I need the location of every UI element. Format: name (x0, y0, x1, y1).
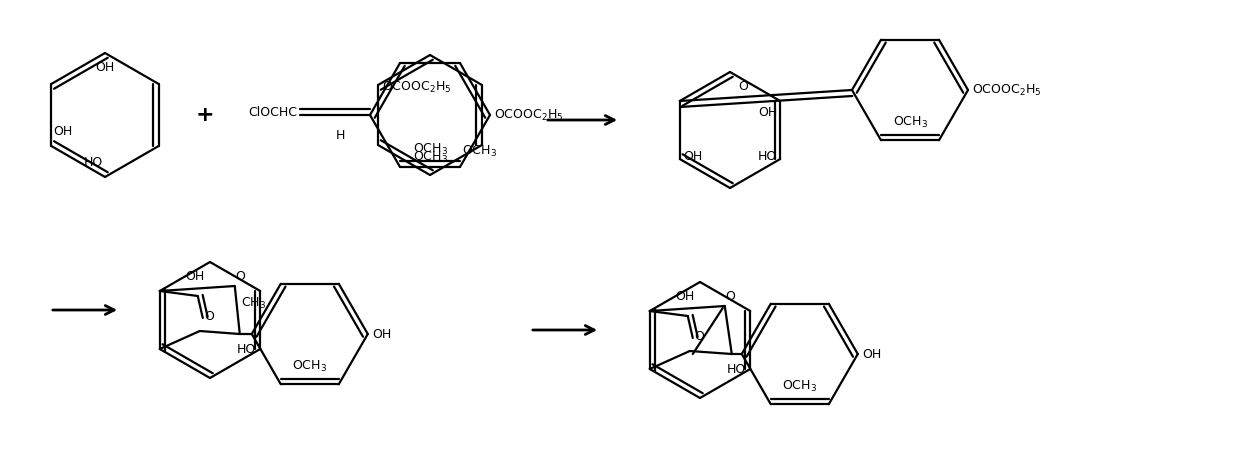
Text: O: O (236, 270, 244, 283)
Text: OCH$_3$: OCH$_3$ (293, 359, 327, 374)
Text: OH: OH (676, 290, 694, 303)
Text: +: + (196, 105, 215, 125)
Text: O: O (738, 80, 748, 93)
Text: HO: HO (758, 150, 777, 162)
Text: OCH$_3$: OCH$_3$ (782, 379, 817, 394)
Text: OH: OH (53, 125, 73, 138)
Text: O: O (725, 290, 735, 303)
Text: OCH$_3$: OCH$_3$ (413, 142, 448, 157)
Text: ClOCHC: ClOCHC (248, 106, 298, 118)
Text: OCOOC$_2$H$_5$: OCOOC$_2$H$_5$ (972, 83, 1042, 98)
Text: OCH$_3$: OCH$_3$ (893, 115, 928, 130)
Text: OH: OH (186, 270, 205, 283)
Text: OH: OH (372, 328, 391, 341)
Text: OCOOC$_2$H$_5$: OCOOC$_2$H$_5$ (494, 107, 563, 123)
Text: OH: OH (683, 150, 702, 162)
Text: O: O (693, 330, 703, 343)
Text: HO: HO (237, 342, 257, 356)
Text: H: H (335, 129, 345, 142)
Text: OCH$_3$: OCH$_3$ (413, 150, 448, 165)
Text: OCOOC$_2$H$_5$: OCOOC$_2$H$_5$ (382, 79, 451, 95)
Text: OH: OH (862, 347, 882, 360)
Text: HO: HO (727, 363, 746, 375)
Text: HO: HO (84, 156, 103, 169)
Text: O: O (203, 310, 213, 323)
Text: CH$_3$: CH$_3$ (241, 296, 265, 311)
Text: OCH$_3$: OCH$_3$ (463, 144, 497, 159)
Text: OH: OH (95, 61, 114, 74)
Text: OH: OH (758, 106, 777, 119)
